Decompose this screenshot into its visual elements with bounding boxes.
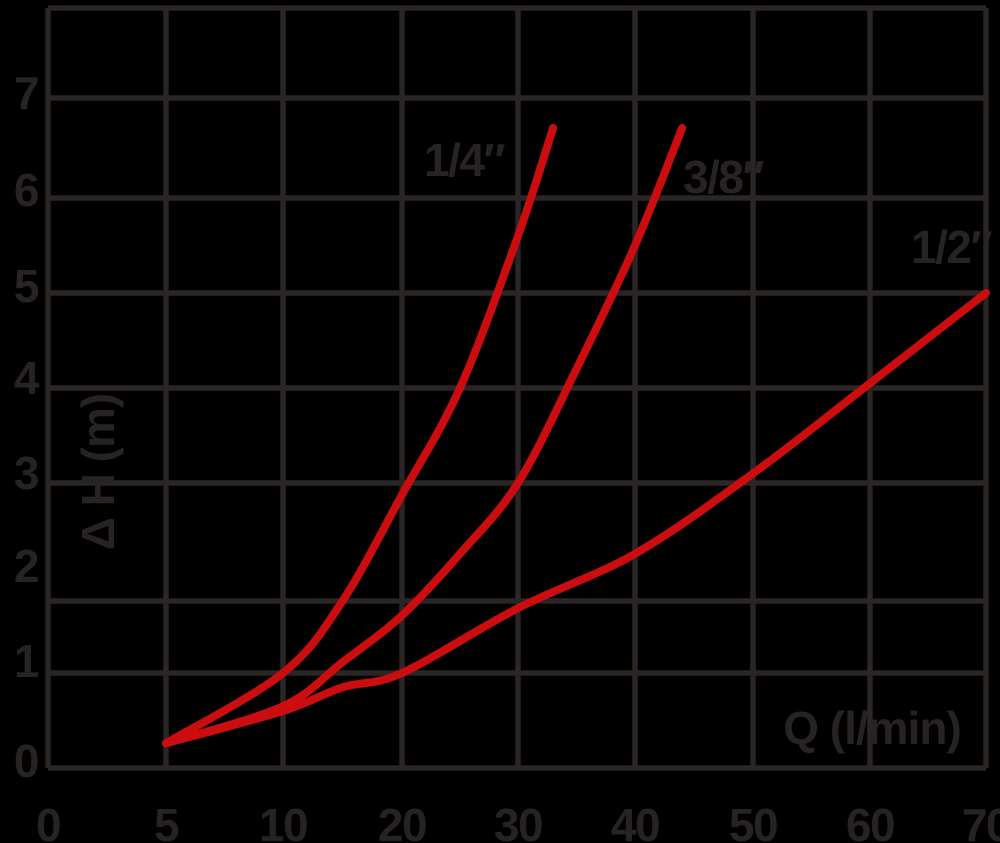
y-tick-label: 3 [14,447,38,499]
x-tick-label: 20 [378,799,426,843]
y-tick-label: 6 [14,164,38,216]
curve-three-eighths-inch [162,124,687,748]
curve-half-inch [162,289,990,748]
x-tick-label: 0 [36,799,60,843]
x-tick-label: 70 [962,799,1000,843]
label-layer: Q (l/min) Δ H (m) 0 5 10 20 30 40 50 60 70 0 1 2 3 4 5… [14,67,1000,843]
y-tick-label: 4 [14,352,40,404]
curve-label-three-eighths-inch: 3/8″ [683,151,764,203]
curve-layer [162,124,990,748]
y-tick-label: 5 [14,260,39,312]
x-tick-label: 30 [494,799,542,843]
x-tick-label: 10 [259,799,307,843]
y-tick-label: 0 [14,735,38,787]
x-tick-label: 5 [154,799,179,843]
x-axis-title: Q (l/min) [783,702,961,754]
grid-layer [45,5,989,771]
x-tick-label: 50 [729,799,777,843]
curve-label-quarter-inch: 1/4″ [424,134,505,186]
y-axis-title: Δ H (m) [72,394,124,550]
y-tick-label: 7 [14,67,38,119]
x-tick-label: 60 [846,799,894,843]
y-tick-label: 1 [14,635,39,687]
y-tick-label: 2 [14,540,38,592]
curve-label-half-inch: 1/2″ [911,221,992,273]
curve-quarter-inch [162,124,558,748]
x-tick-label: 40 [611,799,659,843]
